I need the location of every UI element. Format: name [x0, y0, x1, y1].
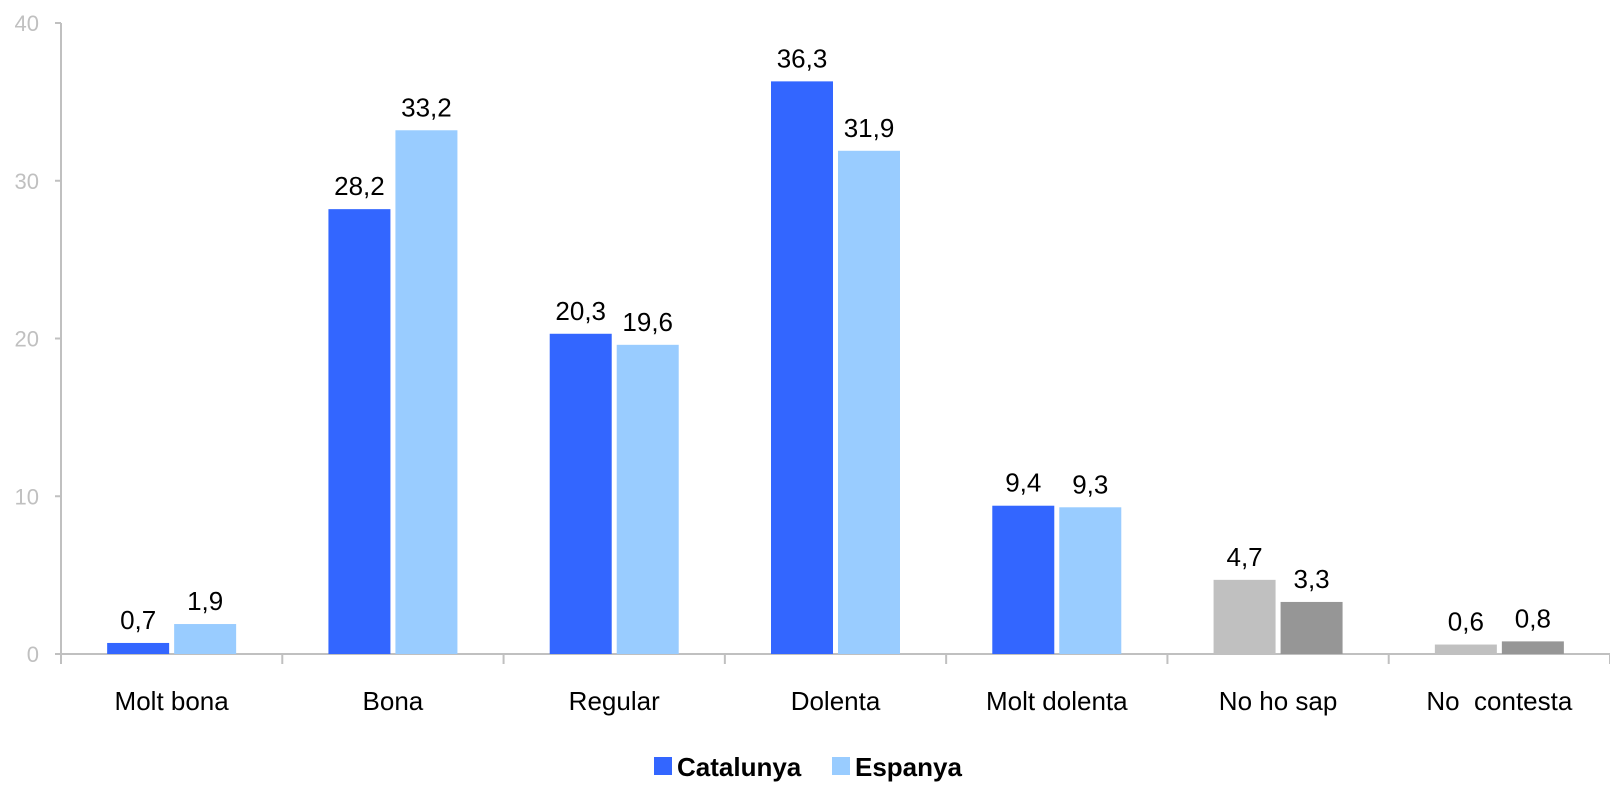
y-tick-label: 30	[15, 169, 39, 194]
y-tick-label: 20	[15, 327, 39, 352]
data-label: 1,9	[187, 586, 223, 616]
legend-swatch-espanya	[832, 757, 850, 775]
data-label: 3,3	[1293, 564, 1329, 594]
legend-label-espanya: Espanya	[855, 752, 962, 782]
axes	[60, 23, 1610, 664]
data-label: 9,4	[1005, 468, 1041, 498]
x-category-label: Molt bona	[115, 686, 230, 716]
bar-catalunya-6	[1213, 579, 1276, 654]
bar-catalunya-4	[771, 81, 833, 655]
bar-espanya-2	[395, 130, 458, 654]
legend-label-catalunya: Catalunya	[677, 752, 802, 782]
bar-espanya-5	[1059, 507, 1122, 654]
data-label: 0,7	[120, 605, 156, 635]
y-tick-label: 10	[15, 484, 39, 509]
x-category-label: Dolenta	[791, 686, 881, 716]
bar-espanya-6	[1280, 601, 1343, 654]
bar-catalunya-1	[107, 642, 170, 654]
data-label: 0,6	[1448, 607, 1484, 637]
bar-catalunya-5	[992, 505, 1055, 654]
bar-espanya-1	[174, 624, 237, 654]
x-category-label: Molt dolenta	[986, 686, 1128, 716]
data-label: 20,3	[555, 296, 606, 326]
bar-espanya-4	[838, 150, 900, 654]
data-label: 9,3	[1072, 469, 1108, 499]
legend: Catalunya Espanya	[654, 752, 962, 782]
x-category-label: No contesta	[1426, 686, 1573, 716]
bars	[107, 81, 1564, 655]
data-labels: 0,7 1,9 28,2 33,2 20,3 19,6 36,3 31,9 9,4 9,3 4,7 3…	[120, 43, 1551, 636]
y-axis-ticks: 0 10 20 30 40	[15, 11, 61, 667]
data-label: 19,6	[622, 307, 673, 337]
bar-espanya-3	[616, 344, 679, 654]
data-label: 36,3	[777, 43, 828, 73]
data-label: 4,7	[1226, 542, 1262, 572]
bar-catalunya-3	[549, 333, 612, 654]
legend-swatch-catalunya	[654, 757, 672, 775]
x-category-label: No ho sap	[1219, 686, 1338, 716]
data-label: 28,2	[334, 171, 385, 201]
y-tick-label: 0	[27, 642, 39, 667]
bar-catalunya-7	[1434, 644, 1497, 654]
bar-catalunya-2	[328, 209, 391, 654]
bar-espanya-7	[1501, 641, 1564, 654]
x-category-label: Regular	[569, 686, 660, 716]
x-category-label: Bona	[363, 686, 424, 716]
data-label: 33,2	[401, 92, 452, 122]
x-axis-categories: Molt bona Bona Regular Dolenta Molt dolenta N…	[115, 686, 1573, 716]
data-label: 0,8	[1515, 603, 1551, 633]
data-label: 31,9	[844, 113, 895, 143]
y-tick-label: 40	[15, 11, 39, 36]
